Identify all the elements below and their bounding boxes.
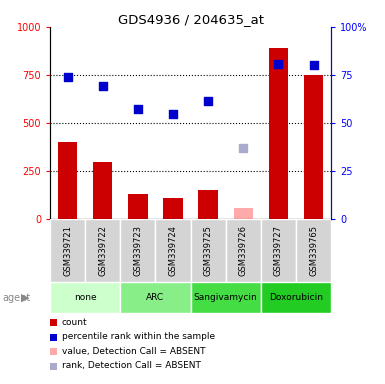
Bar	[191, 219, 226, 282]
Point	[205, 98, 211, 104]
Bar	[50, 282, 121, 313]
Text: GSM339765: GSM339765	[309, 225, 318, 276]
Text: GSM339722: GSM339722	[98, 225, 107, 276]
Bar	[261, 282, 331, 313]
Text: count: count	[62, 318, 87, 327]
Text: GSM339727: GSM339727	[274, 225, 283, 276]
Point	[240, 145, 246, 151]
Bar	[296, 219, 331, 282]
Bar	[226, 219, 261, 282]
Bar	[304, 75, 323, 219]
Text: Doxorubicin: Doxorubicin	[269, 293, 323, 302]
Text: percentile rank within the sample: percentile rank within the sample	[62, 332, 215, 341]
Point	[170, 111, 176, 118]
Text: GSM339725: GSM339725	[204, 225, 213, 276]
Bar	[261, 219, 296, 282]
Text: agent: agent	[2, 293, 30, 303]
Text: Sangivamycin: Sangivamycin	[194, 293, 258, 302]
Point	[275, 61, 281, 68]
Bar	[156, 219, 191, 282]
Bar	[93, 162, 112, 219]
Point	[100, 83, 106, 89]
Bar	[269, 48, 288, 219]
Text: GSM339726: GSM339726	[239, 225, 248, 276]
Bar	[121, 282, 191, 313]
Text: GSM339724: GSM339724	[169, 225, 177, 276]
Bar	[58, 142, 77, 219]
Text: GSM339723: GSM339723	[133, 225, 142, 276]
Bar	[50, 219, 85, 282]
Text: value, Detection Call = ABSENT: value, Detection Call = ABSENT	[62, 347, 205, 356]
Title: GDS4936 / 204635_at: GDS4936 / 204635_at	[117, 13, 264, 26]
Point	[65, 74, 71, 80]
Text: rank, Detection Call = ABSENT: rank, Detection Call = ABSENT	[62, 361, 201, 371]
Bar	[199, 190, 218, 219]
Bar	[234, 208, 253, 219]
Bar	[85, 219, 120, 282]
Text: none: none	[74, 293, 97, 302]
Bar	[128, 194, 147, 219]
Point	[310, 62, 316, 68]
Point	[135, 106, 141, 113]
Bar	[163, 198, 182, 219]
Text: GSM339721: GSM339721	[63, 225, 72, 276]
Bar	[121, 219, 156, 282]
Text: ▶: ▶	[21, 293, 30, 303]
Text: ARC: ARC	[146, 293, 164, 302]
Bar	[191, 282, 261, 313]
